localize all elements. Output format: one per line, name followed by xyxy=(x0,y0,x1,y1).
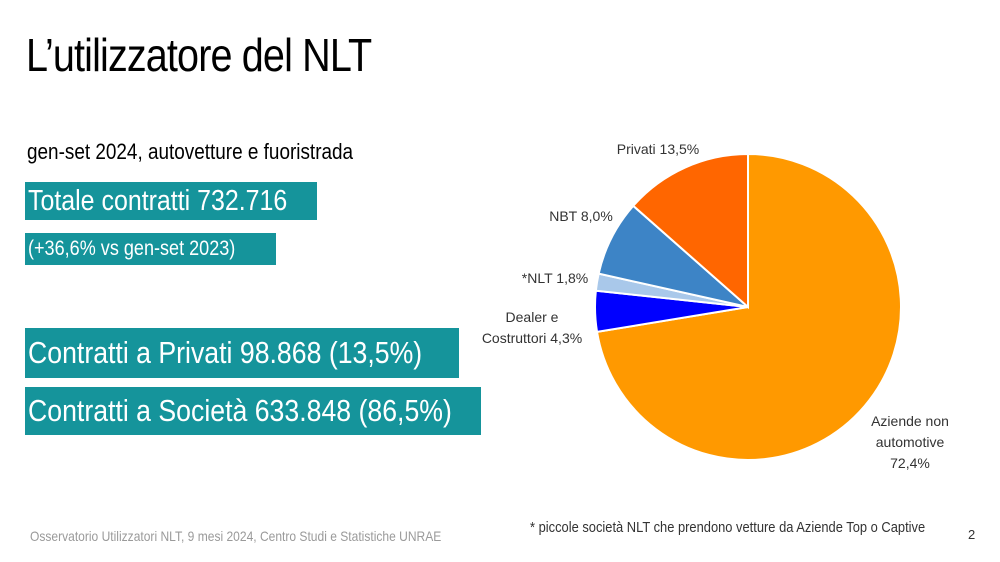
pie-labels: Aziende non automotive 72,4% Dealer e Costru… xyxy=(482,141,949,471)
source-footer: Osservatorio Utilizzatori NLT, 9 mesi 20… xyxy=(30,528,442,544)
yoy-change-box: (+36,6% vs gen-set 2023) xyxy=(25,233,276,265)
private-contracts-text: Contratti a Privati 98.868 (13,5%) xyxy=(28,335,423,370)
footnote: * piccole società NLT che prendono vettu… xyxy=(530,519,926,536)
pie-label-privati: Privati 13,5% xyxy=(617,141,699,157)
total-contracts-text: Totale contratti 732.716 xyxy=(28,185,288,217)
total-contracts-box: Totale contratti 732.716 xyxy=(25,182,317,220)
pie-slices xyxy=(594,152,902,461)
period-subtitle: gen-set 2024, autovetture e fuoristrada xyxy=(27,139,354,164)
pie-label-dealer: Dealer e Costruttori 4,3% xyxy=(482,309,582,346)
yoy-change-text: (+36,6% vs gen-set 2023) xyxy=(28,237,236,260)
company-contracts-box: Contratti a Società 633.848 (86,5%) xyxy=(25,387,481,435)
pie-label-aziende: Aziende non automotive 72,4% xyxy=(871,413,949,471)
pie-slice-privati xyxy=(631,152,749,310)
slide-title: L’utilizzatore del NLT xyxy=(26,29,372,81)
private-contracts-box: Contratti a Privati 98.868 (13,5%) xyxy=(25,328,459,378)
company-contracts-text: Contratti a Società 633.848 (86,5%) xyxy=(28,393,452,428)
pie-label-nlt: *NLT 1,8% xyxy=(522,270,588,286)
pie-label-nbt: NBT 8,0% xyxy=(549,208,613,224)
page-number: 2 xyxy=(968,527,976,542)
